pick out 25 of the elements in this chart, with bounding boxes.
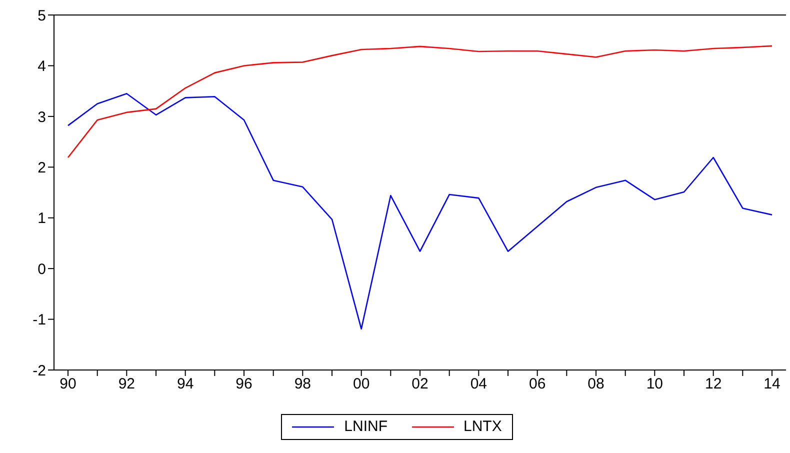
line-series <box>67 45 773 158</box>
x-tick-label: 92 <box>118 376 136 393</box>
y-tick-label: 1 <box>38 210 46 228</box>
y-tick-label: -2 <box>32 362 46 380</box>
x-tick-label: 10 <box>646 376 664 393</box>
y-tick-label: -1 <box>32 312 46 329</box>
line-series <box>67 92 773 330</box>
x-tick-label: 00 <box>352 376 370 393</box>
x-tick-label: 90 <box>60 376 76 393</box>
x-tick-label: 04 <box>470 376 488 393</box>
x-tick-label: 94 <box>176 376 194 393</box>
legend-label: LNINF <box>343 417 388 437</box>
y-tick-label: 0 <box>38 260 46 278</box>
y-tick-label: 4 <box>38 58 46 76</box>
x-tick-label: 14 <box>764 376 780 393</box>
x-tick-label: 12 <box>704 376 722 393</box>
legend-label: LNTX <box>462 417 502 437</box>
x-tick-label: 06 <box>528 376 546 393</box>
y-tick-label: 2 <box>38 159 46 176</box>
x-tick-label: 96 <box>236 376 252 393</box>
y-tick-label: 5 <box>38 7 46 24</box>
y-tick-label: 3 <box>38 108 46 126</box>
x-tick-label: 08 <box>588 376 604 393</box>
x-tick-label: 98 <box>294 376 312 393</box>
x-tick-label: 02 <box>412 376 428 393</box>
